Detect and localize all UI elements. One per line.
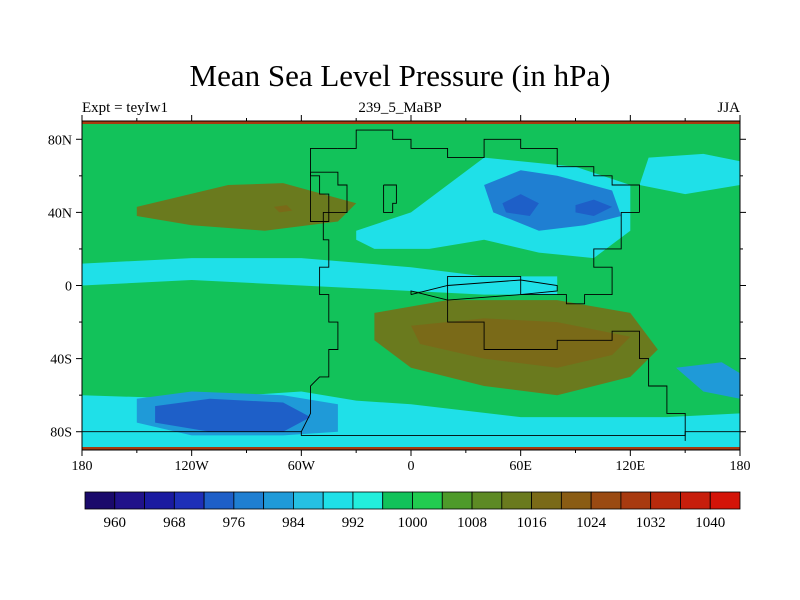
contour-high-north-atlantic-core bbox=[273, 205, 293, 213]
coastline-island-north-atlantic bbox=[383, 184, 397, 213]
colorbar-swatch bbox=[84, 491, 116, 510]
coastline-greenland-block bbox=[310, 171, 348, 222]
season-label: JJA bbox=[717, 100, 740, 116]
colorbar: 960 968 976 984 992 1000 1008 1016 1024 1032 1040 bbox=[84, 491, 741, 531]
colorbar-label: 1016 bbox=[517, 515, 548, 531]
colorbar-label: 1000 bbox=[398, 515, 428, 531]
y-tick-label: 80N bbox=[48, 133, 72, 148]
colorbar-swatch bbox=[352, 491, 384, 510]
colorbar-label: 1040 bbox=[695, 515, 725, 531]
contour-low-east-pacific bbox=[676, 362, 740, 399]
y-tick-label: 80S bbox=[50, 426, 72, 441]
y-tick-label: 40N bbox=[48, 206, 72, 221]
colorbar-swatch bbox=[144, 491, 175, 510]
contour-low-south-pacific-core bbox=[155, 398, 311, 432]
colorbar-swatch bbox=[203, 491, 235, 510]
colorbar-swatch bbox=[680, 491, 711, 510]
map-plot bbox=[82, 121, 740, 450]
x-tick-label: 120W bbox=[175, 459, 210, 474]
y-tick-label: 0 bbox=[65, 280, 72, 295]
colorbar-label: 1008 bbox=[457, 515, 487, 531]
x-tick-label: 60E bbox=[509, 459, 532, 474]
colorbar-swatch bbox=[560, 491, 592, 510]
colorbar-swatch bbox=[709, 491, 741, 510]
chart-title: Mean Sea Level Pressure (in hPa) bbox=[189, 58, 611, 93]
colorbar-swatch bbox=[590, 491, 622, 510]
colorbar-swatch bbox=[441, 491, 473, 510]
coastline-pangea-east-coast bbox=[447, 211, 686, 441]
colorbar-label: 960 bbox=[104, 515, 127, 531]
colorbar-label: 1032 bbox=[636, 515, 666, 531]
colorbar-swatch bbox=[531, 491, 562, 510]
colorbar-swatch bbox=[382, 491, 413, 510]
colorbar-label: 968 bbox=[163, 515, 186, 531]
colorbar-swatch bbox=[471, 491, 503, 510]
colorbar-swatch bbox=[263, 491, 294, 510]
map-fields bbox=[82, 121, 740, 450]
coastline-pangea-north-coast bbox=[337, 129, 640, 213]
period-label: 239_5_MaBP bbox=[358, 100, 442, 116]
colorbar-label: 984 bbox=[282, 515, 305, 531]
colorbar-label: 976 bbox=[223, 515, 246, 531]
map-axes: 180 120W 60W 0 60E 120E 180 80N 40N 0 40S 80S bbox=[48, 115, 751, 474]
colorbar-swatch bbox=[620, 491, 652, 510]
y-tick-label: 40S bbox=[50, 353, 72, 368]
experiment-label: Expt = teyIw1 bbox=[82, 100, 168, 116]
colorbar-label: 1024 bbox=[576, 515, 607, 531]
colorbar-swatch bbox=[501, 491, 532, 510]
colorbar-swatch bbox=[412, 491, 443, 510]
coastline-south-coast bbox=[82, 431, 740, 436]
x-tick-label: 0 bbox=[408, 459, 415, 474]
south-pole-strip bbox=[82, 447, 740, 450]
x-tick-label: 180 bbox=[72, 459, 93, 474]
colorbar-label: 992 bbox=[342, 515, 365, 531]
colorbar-swatch bbox=[114, 491, 145, 510]
colorbar-swatch bbox=[233, 491, 265, 510]
north-pole-strip bbox=[82, 121, 740, 124]
contour-high-north-atlantic bbox=[136, 183, 357, 231]
contour-low-asian bbox=[484, 170, 622, 231]
contour-high-south-tethys-core bbox=[411, 318, 631, 368]
colorbar-swatch bbox=[173, 491, 205, 510]
contour-low-asian-core bbox=[502, 194, 539, 216]
contour-low-northwest-pacific bbox=[639, 153, 740, 195]
colorbar-swatch bbox=[322, 491, 354, 510]
coastline-pangea-west-coast bbox=[300, 147, 339, 432]
x-tick-label: 180 bbox=[730, 459, 751, 474]
colorbar-swatch bbox=[650, 491, 681, 510]
x-tick-label: 60W bbox=[288, 459, 316, 474]
coastline-tethys-inner-coast bbox=[410, 279, 558, 301]
contour-low-asian-core-2 bbox=[575, 199, 613, 216]
x-tick-label: 120E bbox=[616, 459, 646, 474]
colorbar-swatch bbox=[293, 491, 324, 510]
